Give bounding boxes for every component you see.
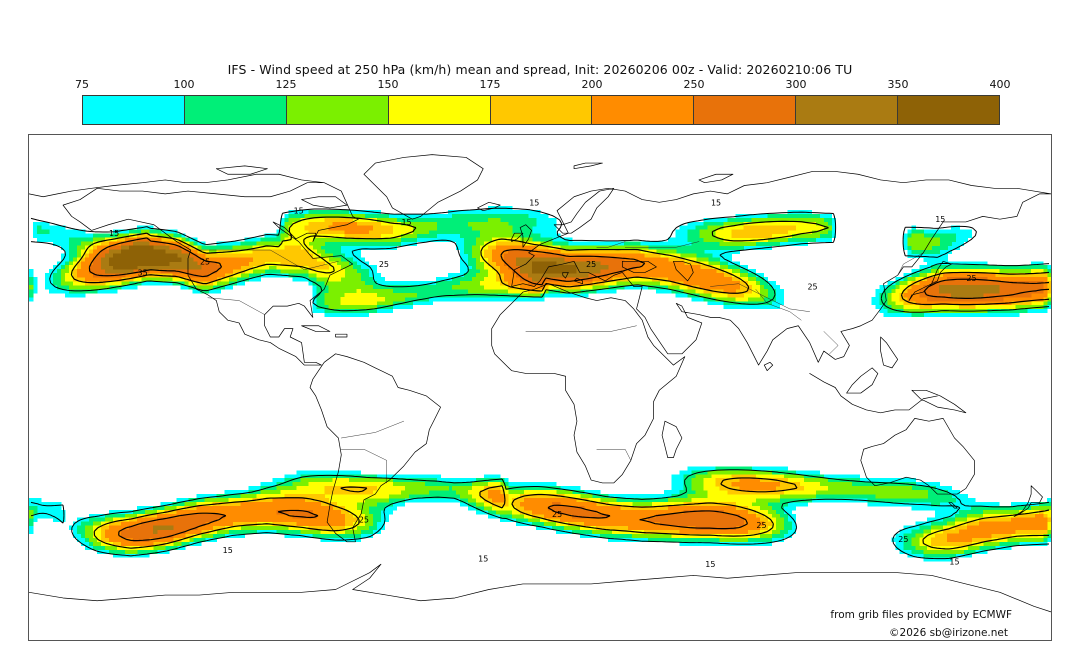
svg-text:15: 15 xyxy=(478,555,488,564)
svg-text:25: 25 xyxy=(898,535,908,544)
coastline xyxy=(29,154,1051,613)
spread-contour-label: 15 xyxy=(294,207,304,216)
windspeed-fill-layer xyxy=(29,206,1051,562)
spread-contour-label: 35 xyxy=(138,268,148,277)
spread-contour-label: 15 xyxy=(478,555,488,564)
svg-text:25: 25 xyxy=(756,521,766,530)
colorbar-tick-label: 175 xyxy=(479,78,501,91)
svg-text:15: 15 xyxy=(935,215,945,224)
spread-contour-labels: 15 15 15 15 15 15 25 25 25 25 25 15 15 15 15 25 25 25 25 35 xyxy=(109,198,977,569)
coastline-layer xyxy=(29,154,1051,613)
spread-contour-label: 15 xyxy=(711,198,721,207)
colorbar: 75100125150175200250300350400450 xyxy=(75,78,1011,125)
colorbar-tick-label: 250 xyxy=(683,78,705,91)
svg-text:25: 25 xyxy=(966,274,976,283)
spread-contour-label: 15 xyxy=(223,546,233,555)
spread-contour-label: 15 xyxy=(949,557,959,566)
colorbar-tick-label: 200 xyxy=(581,78,603,91)
svg-text:15: 15 xyxy=(109,229,119,238)
credit-copyright: ©2026 sb@irizone.net xyxy=(889,627,1008,639)
colorbar-tick-label: 150 xyxy=(377,78,399,91)
svg-text:15: 15 xyxy=(711,198,721,207)
spread-contour-label: 15 xyxy=(109,229,119,238)
spread-contour-label: 25 xyxy=(756,521,766,530)
colorbar-segment xyxy=(898,96,1000,124)
colorbar-segment xyxy=(694,96,797,124)
spread-contour-label: 15 xyxy=(401,218,411,227)
country-borders xyxy=(199,241,924,484)
spread-contour-label: 25 xyxy=(552,510,562,519)
colorbar-segment xyxy=(592,96,695,124)
spread-contour-label: 25 xyxy=(379,260,389,269)
spread-contour-label: 15 xyxy=(705,560,715,569)
svg-text:15: 15 xyxy=(529,198,539,207)
spread-contour xyxy=(70,216,1050,550)
colorbar-segment xyxy=(286,96,389,124)
colorbar-segment xyxy=(388,96,491,124)
svg-text:25: 25 xyxy=(807,282,817,291)
svg-text:15: 15 xyxy=(401,218,411,227)
spread-contour-label: 25 xyxy=(359,515,369,524)
page-title: IFS - Wind speed at 250 hPa (km/h) mean … xyxy=(227,62,853,77)
colorbar-tick-label: 75 xyxy=(75,78,89,91)
colorbar-tick-label: 400 xyxy=(989,78,1011,91)
svg-text:25: 25 xyxy=(379,260,389,269)
colorbar-tick-label: 350 xyxy=(887,78,909,91)
colorbar-segment xyxy=(83,96,185,124)
spread-contour-layer xyxy=(30,207,1050,560)
spread-contour-label: 25 xyxy=(807,282,817,291)
svg-text:15: 15 xyxy=(223,546,233,555)
spread-contour xyxy=(30,207,1050,560)
svg-text:25: 25 xyxy=(552,510,562,519)
spread-contour-label: 15 xyxy=(529,198,539,207)
svg-text:15: 15 xyxy=(294,207,304,216)
credit-source: from grib files provided by ECMWF xyxy=(830,609,1012,621)
spread-contour-label: 25 xyxy=(966,274,976,283)
svg-text:25: 25 xyxy=(200,257,210,266)
spread-contour-label: 25 xyxy=(200,257,210,266)
windspeed-band xyxy=(72,217,1051,546)
map-canvas: 15 15 15 15 15 15 25 25 25 25 25 15 15 15 15 25 25 25 25 35 xyxy=(29,135,1051,640)
spread-contour-label: 25 xyxy=(586,260,596,269)
colorbar-tick-label: 125 xyxy=(275,78,297,91)
windspeed-band xyxy=(29,209,1051,558)
spread-contour xyxy=(88,237,1050,542)
colorbar-segment xyxy=(184,96,287,124)
svg-text:25: 25 xyxy=(586,260,596,269)
map-frame[interactable]: 15 15 15 15 15 15 25 25 25 25 25 15 15 15 15 25 25 25 25 35 xyxy=(28,134,1052,641)
colorbar-tick-labels: 75100125150175200250300350400450 xyxy=(75,78,1011,94)
spread-contour-label: 25 xyxy=(898,535,908,544)
colorbar-tick-label: 100 xyxy=(173,78,195,91)
svg-text:15: 15 xyxy=(949,557,959,566)
colorbar-bar xyxy=(82,95,1000,125)
spread-contour-label: 15 xyxy=(935,215,945,224)
svg-text:35: 35 xyxy=(138,268,148,277)
svg-text:25: 25 xyxy=(359,515,369,524)
colorbar-segment xyxy=(490,96,593,124)
colorbar-segment xyxy=(796,96,899,124)
map-svg: 15 15 15 15 15 15 25 25 25 25 25 15 15 15 15 25 25 25 25 35 xyxy=(29,135,1051,640)
colorbar-tick-label: 300 xyxy=(785,78,807,91)
svg-text:15: 15 xyxy=(705,560,715,569)
